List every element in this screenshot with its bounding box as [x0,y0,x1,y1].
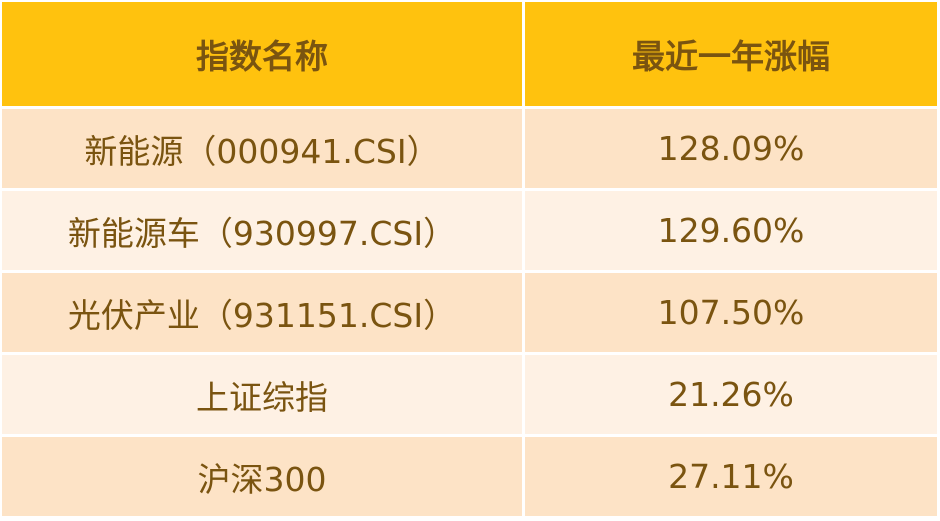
header-cell: 指数名称 [2,2,522,106]
table-cell: 新能源车（930997.CSI） [2,191,522,270]
table-cell: 上证综指 [2,355,522,434]
header-cell: 最近一年涨幅 [525,2,937,106]
table-cell: 21.26% [525,355,937,434]
table-cell: 光伏产业（931151.CSI） [2,273,522,352]
table-cell: 107.50% [525,273,937,352]
table-cell: 新能源（000941.CSI） [2,109,522,188]
table-cell: 128.09% [525,109,937,188]
table-cell: 27.11% [525,437,937,516]
table-cell: 129.60% [525,191,937,270]
table-cell: 沪深300 [2,437,522,516]
